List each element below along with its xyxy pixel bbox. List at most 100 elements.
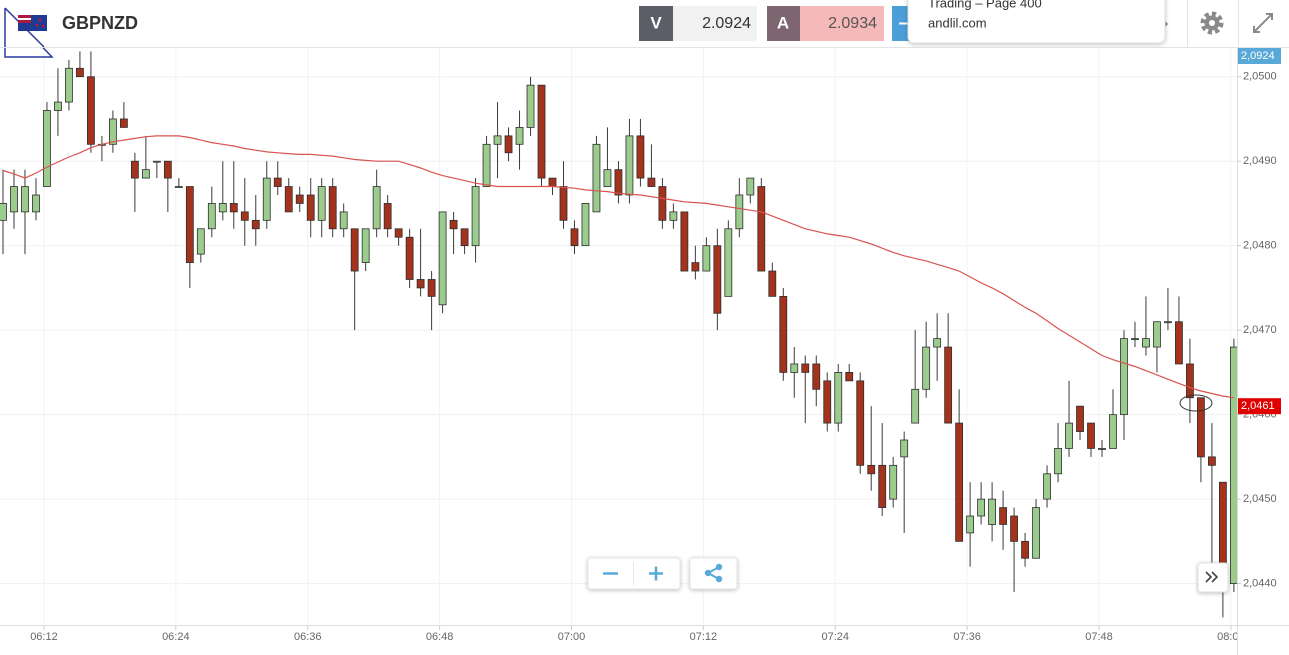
candle-body bbox=[1065, 422, 1073, 449]
y-tick-label: 2,0440 bbox=[1243, 578, 1277, 590]
candle-body bbox=[1229, 346, 1237, 585]
candle-body bbox=[65, 67, 73, 103]
candle-body bbox=[438, 211, 447, 306]
candle-body bbox=[922, 346, 931, 390]
candle-body bbox=[504, 135, 513, 154]
ellipse-drawing[interactable] bbox=[1179, 394, 1213, 412]
fullscreen-icon[interactable] bbox=[1253, 13, 1273, 33]
last-price-label: 2,0461 bbox=[1241, 400, 1275, 412]
candle-body bbox=[900, 439, 909, 458]
candle-body bbox=[262, 177, 271, 221]
candle-body bbox=[735, 194, 744, 230]
candle-body bbox=[218, 203, 227, 213]
candles bbox=[0, 51, 1237, 618]
candle-body bbox=[625, 135, 634, 196]
candle-body bbox=[196, 228, 205, 255]
candle-body bbox=[1218, 481, 1227, 568]
candle-body bbox=[878, 464, 887, 508]
ask: 2.0934 bbox=[828, 15, 877, 32]
candle-body bbox=[889, 464, 898, 500]
x-tick-label: 07:24 bbox=[821, 631, 849, 643]
candle-body bbox=[394, 228, 403, 238]
candle-body bbox=[526, 84, 535, 128]
candle-body bbox=[691, 262, 700, 272]
candle-body bbox=[460, 228, 469, 247]
zoom-in[interactable] bbox=[649, 566, 663, 581]
candle-body bbox=[801, 363, 810, 373]
x-tick-label: 07:12 bbox=[690, 631, 718, 643]
candle-body bbox=[76, 67, 84, 78]
candle-body bbox=[966, 515, 975, 534]
candle-body bbox=[1043, 473, 1051, 500]
candle-body bbox=[1153, 321, 1161, 348]
candle-body bbox=[1142, 338, 1150, 348]
candle-body bbox=[845, 372, 854, 382]
candle-body bbox=[273, 177, 282, 187]
scroll-to-end[interactable] bbox=[1197, 562, 1229, 593]
candle-body bbox=[856, 380, 865, 466]
candle-body bbox=[944, 346, 953, 424]
candle-body bbox=[328, 186, 337, 230]
candle-body bbox=[350, 228, 359, 272]
last-price-badge bbox=[1238, 398, 1281, 415]
y-tick-label: 2,0480 bbox=[1243, 240, 1277, 252]
candle-body bbox=[87, 76, 95, 145]
candle-body bbox=[724, 228, 733, 297]
candle-body bbox=[141, 169, 150, 179]
x-tick-label: 07:48 bbox=[1085, 631, 1113, 643]
candle-body bbox=[482, 143, 491, 187]
candle-body bbox=[1208, 456, 1216, 466]
candle-body bbox=[43, 110, 51, 187]
candle-body bbox=[109, 118, 117, 145]
candle-body bbox=[999, 507, 1007, 525]
share-button[interactable] bbox=[689, 557, 738, 590]
candle-body bbox=[251, 219, 260, 230]
zoom-controls bbox=[587, 557, 681, 590]
bid: 2.0924 bbox=[702, 15, 751, 32]
candle-body bbox=[383, 203, 392, 230]
candle-body bbox=[1131, 338, 1139, 341]
candle-body bbox=[1087, 422, 1095, 449]
candle-body bbox=[130, 160, 139, 179]
candle-body bbox=[317, 186, 326, 221]
candle-body bbox=[1164, 321, 1172, 324]
candle-body bbox=[537, 84, 546, 179]
candle-body bbox=[240, 211, 249, 221]
candle-body bbox=[713, 245, 722, 314]
candle-body bbox=[911, 388, 920, 424]
candle-body bbox=[1021, 540, 1029, 559]
candle-body bbox=[471, 186, 480, 247]
candle-body bbox=[570, 228, 579, 247]
candle-body bbox=[372, 186, 381, 230]
bid-price-badge bbox=[1238, 48, 1281, 64]
x-axis: 06:12 06:24 06:36 06:48 07:00 07:12 07:24 07:36… bbox=[30, 625, 1237, 643]
settings-icon[interactable] bbox=[1200, 11, 1224, 35]
candle-body bbox=[449, 219, 458, 230]
candle-body bbox=[493, 135, 502, 145]
candle-body bbox=[614, 169, 623, 196]
y-tick-label: 2,0470 bbox=[1243, 324, 1277, 336]
popup[interactable]: Trading – Page 400 andlil.com bbox=[907, 0, 1166, 44]
candle-body bbox=[1010, 515, 1018, 542]
candle-body bbox=[427, 279, 436, 297]
x-tick-label: 07:36 bbox=[953, 631, 981, 643]
candle-body bbox=[988, 498, 996, 525]
x-tick-label: 07:00 bbox=[558, 631, 586, 643]
candle-body bbox=[647, 177, 656, 187]
x-tick-label: 06:48 bbox=[426, 631, 454, 643]
candle-body bbox=[284, 186, 293, 213]
candle-body bbox=[1186, 363, 1194, 399]
bid-label-box[interactable] bbox=[639, 6, 673, 41]
moving-average bbox=[2, 135, 1234, 399]
ask-label: A bbox=[777, 13, 789, 32]
ask-label-box[interactable] bbox=[767, 6, 800, 41]
ask-box[interactable] bbox=[800, 6, 884, 41]
candle-body bbox=[812, 363, 821, 390]
candle-body bbox=[603, 169, 612, 187]
candle-body bbox=[185, 186, 194, 263]
candle-body bbox=[636, 135, 645, 179]
bid-box[interactable] bbox=[673, 6, 757, 41]
candle-body bbox=[823, 380, 832, 424]
